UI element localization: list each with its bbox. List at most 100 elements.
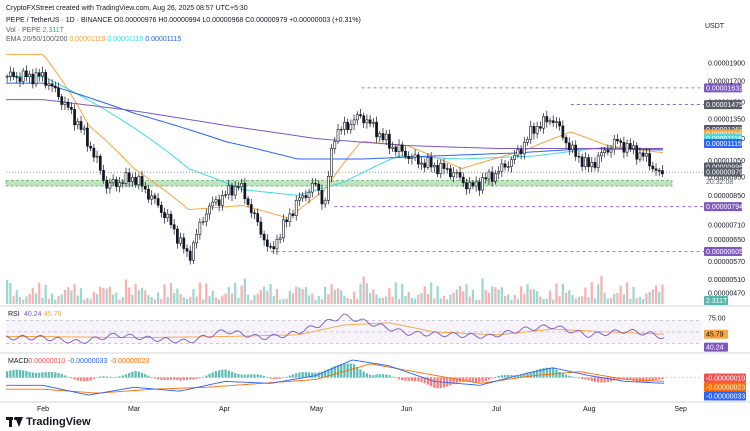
- macd-histogram-bar: [198, 377, 201, 379]
- volume-bar: [47, 298, 51, 304]
- candle: [461, 176, 465, 184]
- volume-bar: [356, 299, 359, 304]
- volume-tag: [704, 296, 728, 305]
- volume-bar: [484, 290, 487, 304]
- candle: [368, 119, 372, 124]
- candle: [240, 182, 243, 188]
- volume-bar: [285, 298, 288, 304]
- candle: [28, 73, 31, 77]
- macd-histogram-bar: [436, 377, 439, 389]
- candle: [516, 149, 520, 156]
- macd-histogram-bar: [140, 372, 144, 378]
- volume-bar: [645, 293, 648, 304]
- volume-bar: [160, 299, 163, 304]
- candle: [246, 198, 250, 205]
- volume-bar: [372, 289, 375, 304]
- rsi-tag: [704, 342, 728, 352]
- candle: [625, 143, 629, 153]
- candle: [50, 83, 54, 87]
- macd-histogram-bar: [73, 377, 76, 380]
- volume-bar: [269, 284, 272, 304]
- macd-histogram-bar: [616, 377, 619, 380]
- candle: [265, 239, 269, 247]
- volume-bar: [526, 284, 529, 304]
- volume-bar: [581, 296, 584, 304]
- candle: [481, 177, 484, 191]
- macd-histogram-bar: [18, 369, 22, 378]
- macd-histogram-bar: [153, 377, 157, 379]
- macd-histogram-bar: [31, 372, 34, 378]
- macd-histogram-bar: [195, 377, 198, 380]
- currency-label: USDT: [705, 23, 725, 30]
- volume-bar: [381, 297, 385, 304]
- volume-bar: [176, 288, 179, 304]
- macd-histogram-bar: [420, 377, 423, 383]
- macd-histogram-bar: [324, 370, 327, 378]
- candle: [355, 114, 359, 121]
- macd-histogram-bar: [548, 367, 552, 378]
- price-tag: [704, 83, 742, 93]
- candle: [44, 72, 48, 86]
- volume-bar: [388, 288, 391, 304]
- macd-histogram-bar: [298, 372, 301, 378]
- candle: [532, 126, 536, 134]
- volume-bar: [394, 282, 397, 304]
- price-tag-label: 0.00000605: [706, 249, 743, 256]
- macd-histogram-bar: [253, 374, 256, 378]
- volume-bar: [99, 286, 102, 304]
- macd-histogram-bar: [497, 375, 500, 378]
- candle: [76, 121, 80, 126]
- macd-histogram-bar: [243, 374, 246, 378]
- macd-histogram-bar: [320, 371, 324, 378]
- volume-bar: [449, 294, 452, 304]
- macd-histogram-bar: [340, 364, 343, 378]
- volume-bar: [205, 283, 208, 304]
- macd-histogram-bar: [15, 369, 18, 378]
- volume-bar: [15, 290, 18, 304]
- volume-bar: [28, 293, 31, 304]
- volume-bar: [442, 295, 446, 304]
- macd-histogram-bar: [613, 377, 616, 381]
- macd-histogram-bar: [516, 375, 520, 378]
- candle: [243, 182, 247, 200]
- volume-bar: [22, 299, 25, 304]
- candle: [185, 248, 189, 252]
- macd-histogram-bar: [189, 377, 192, 380]
- volume-bar: [307, 295, 311, 304]
- candle: [622, 141, 626, 153]
- macd-histogram-bar: [526, 373, 529, 378]
- time-axis-tick: Sep: [675, 406, 688, 413]
- volume-bar: [41, 297, 44, 304]
- volume-bar: [625, 282, 629, 304]
- candle: [47, 83, 51, 86]
- macd-histogram-bar: [368, 374, 372, 378]
- macd-histogram-bar: [256, 374, 259, 378]
- macd-histogram-bar: [182, 377, 185, 381]
- candle: [63, 101, 67, 105]
- volume-bar: [128, 287, 131, 304]
- candle: [529, 126, 533, 140]
- volume-bar: [555, 283, 558, 304]
- macd-histogram-bar: [246, 374, 250, 378]
- macd-histogram-bar: [147, 375, 150, 378]
- macd-histogram-bar: [304, 372, 307, 378]
- volume-bar: [558, 295, 561, 304]
- macd-histogram-bar: [484, 377, 487, 381]
- volume-bar: [266, 290, 269, 304]
- volume-bar: [144, 290, 147, 304]
- macd-histogram-bar: [57, 372, 60, 378]
- macd-histogram-bar: [70, 377, 73, 379]
- macd-histogram-bar: [99, 376, 102, 378]
- candle: [8, 71, 12, 77]
- candle: [494, 173, 497, 182]
- macd-histogram-bar: [352, 364, 356, 378]
- volume-bar: [458, 286, 462, 304]
- volume-bar: [314, 299, 317, 304]
- candle: [92, 147, 96, 158]
- volume-bar: [147, 295, 150, 304]
- volume-bar: [243, 278, 246, 304]
- macd-histogram-bar: [144, 374, 147, 378]
- macd-histogram-bar: [221, 369, 224, 378]
- volume-bar: [391, 296, 394, 304]
